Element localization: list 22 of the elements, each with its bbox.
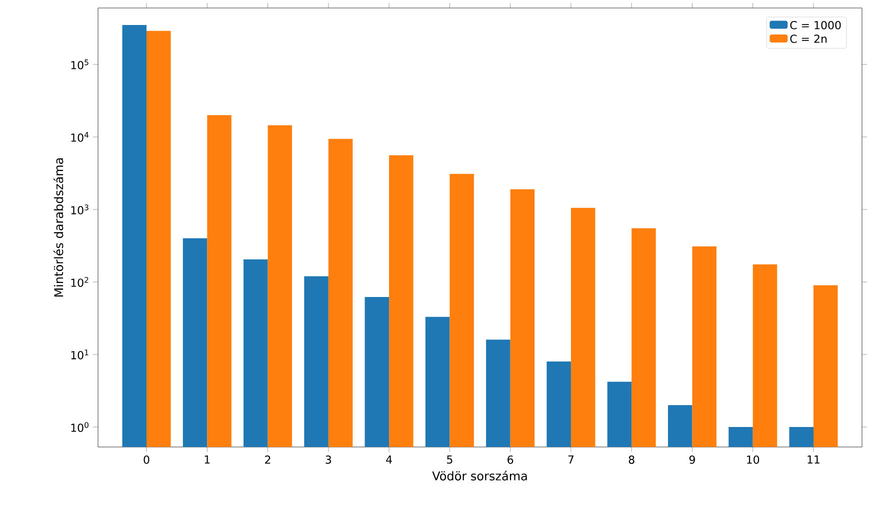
x-tick-label: 1	[204, 456, 210, 464]
y-tick-label: 10$^{2}$	[71, 277, 88, 287]
x-tick-label: 10	[747, 456, 760, 464]
y-tick-label: 10$^{3}$	[71, 204, 88, 214]
y-tick-label: 10$^{5}$	[71, 60, 88, 70]
x-tick-label: 4	[386, 456, 392, 464]
x-tick-label: 5	[447, 456, 452, 464]
x-axis-title: Vödör sorszáma	[432, 470, 527, 480]
legend-label: C = 1000	[790, 20, 841, 30]
y-tick-label: 10$^{1}$	[71, 350, 88, 360]
y-axis-title: Mintörlés darabdszáma	[53, 158, 64, 297]
x-tick-label: 2	[265, 456, 270, 464]
x-tick-label: 11	[808, 456, 820, 464]
x-tick-label: 0	[144, 456, 150, 464]
x-tick-label: 6	[508, 456, 514, 464]
x-tick-label: 3	[326, 456, 332, 464]
x-tick-label: 8	[628, 456, 634, 464]
y-tick-label: 10$^{4}$	[71, 132, 89, 142]
y-tick-label: 10$^{0}$	[71, 422, 88, 432]
legend-label: C = 2n	[790, 34, 827, 43]
x-tick-label: 9	[689, 456, 695, 464]
x-tick-label: 7	[568, 456, 574, 464]
